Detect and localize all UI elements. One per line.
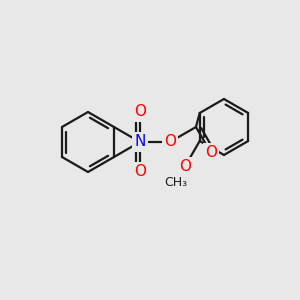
Text: N: N xyxy=(134,134,146,149)
Text: O: O xyxy=(134,164,146,179)
Text: O: O xyxy=(134,104,146,119)
Text: CH₃: CH₃ xyxy=(164,176,187,189)
Text: O: O xyxy=(179,160,191,175)
Text: O: O xyxy=(164,134,176,149)
Text: O: O xyxy=(205,146,217,160)
